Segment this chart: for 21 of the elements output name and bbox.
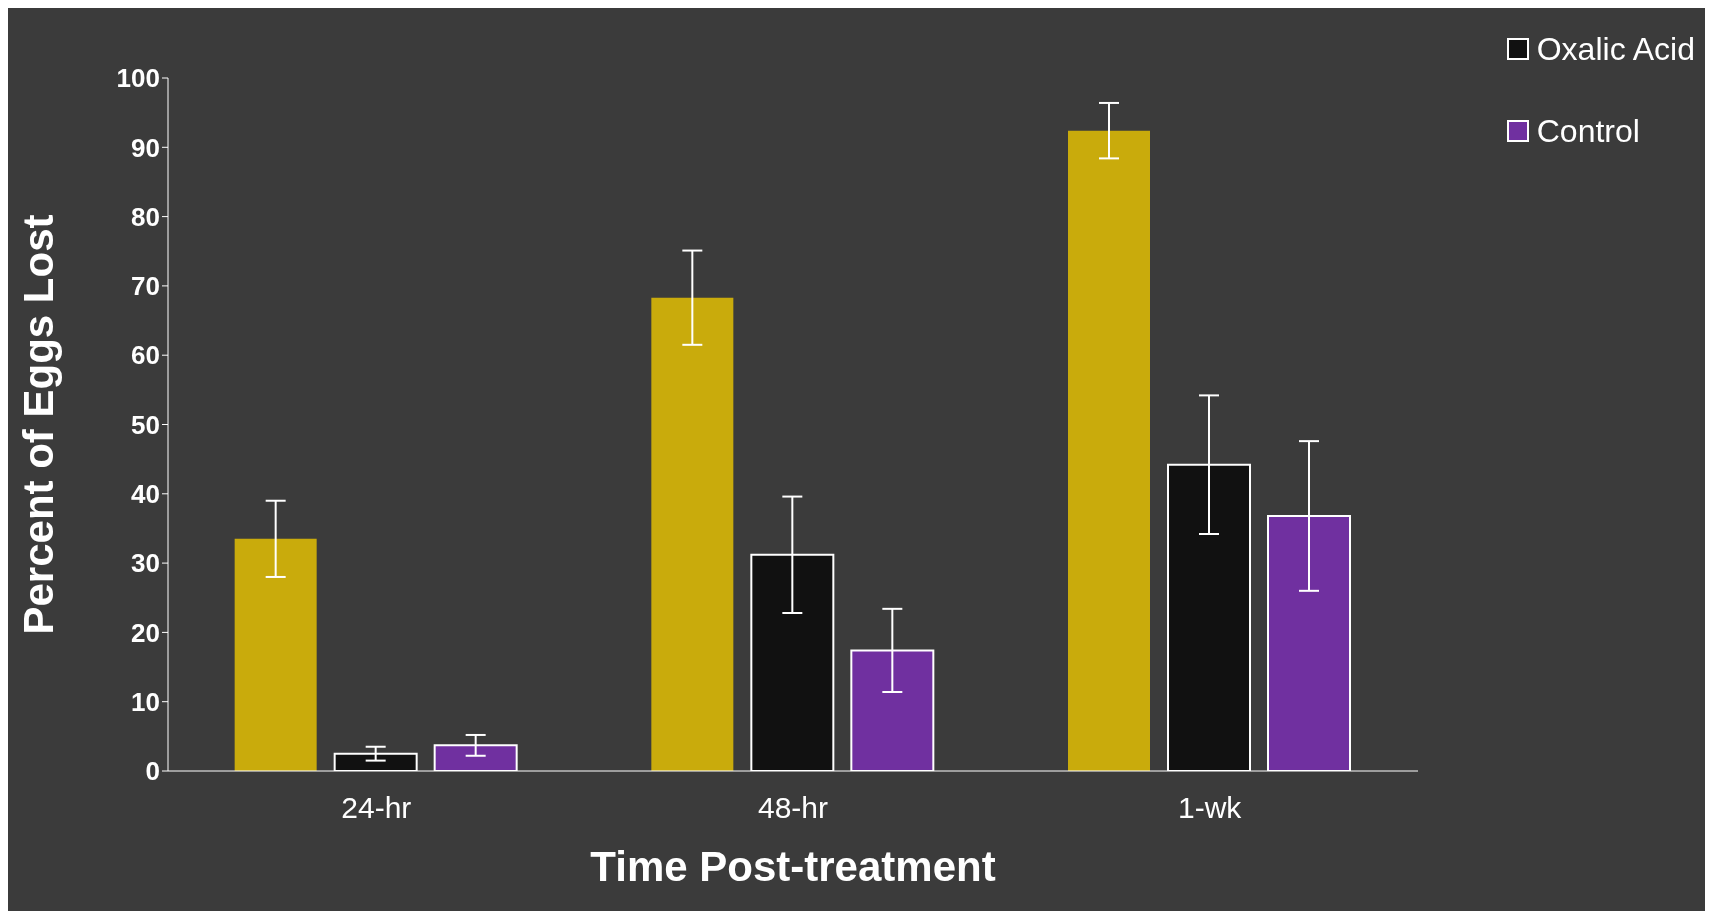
x-axis-title: Time Post-treatment xyxy=(590,843,996,890)
y-tick-label: 40 xyxy=(131,479,160,510)
y-tick-label: 90 xyxy=(131,132,160,163)
y-axis-title: Percent of Eggs Lost xyxy=(14,214,62,635)
y-tick-label: 50 xyxy=(131,409,160,440)
y-tick-label: 10 xyxy=(131,686,160,717)
y-tick-label: 60 xyxy=(131,340,160,371)
bar xyxy=(651,297,734,771)
x-tick-label: 48-hr xyxy=(757,791,829,825)
y-tick-label: 100 xyxy=(116,63,160,94)
y-tick-label: 0 xyxy=(145,756,160,787)
x-tick-label: 1-wk xyxy=(1177,791,1243,825)
legend-label: Control xyxy=(1536,112,1640,150)
legend-label: Oxalic Acid xyxy=(1536,30,1695,68)
y-tick-label: 30 xyxy=(131,548,160,579)
y-tick-label: 70 xyxy=(131,271,160,302)
y-tick-label: 80 xyxy=(131,201,160,232)
y-tick-label: 20 xyxy=(131,617,160,648)
x-tick-label: 24-hr xyxy=(341,791,412,825)
bar xyxy=(234,538,317,771)
bar xyxy=(1068,130,1150,771)
